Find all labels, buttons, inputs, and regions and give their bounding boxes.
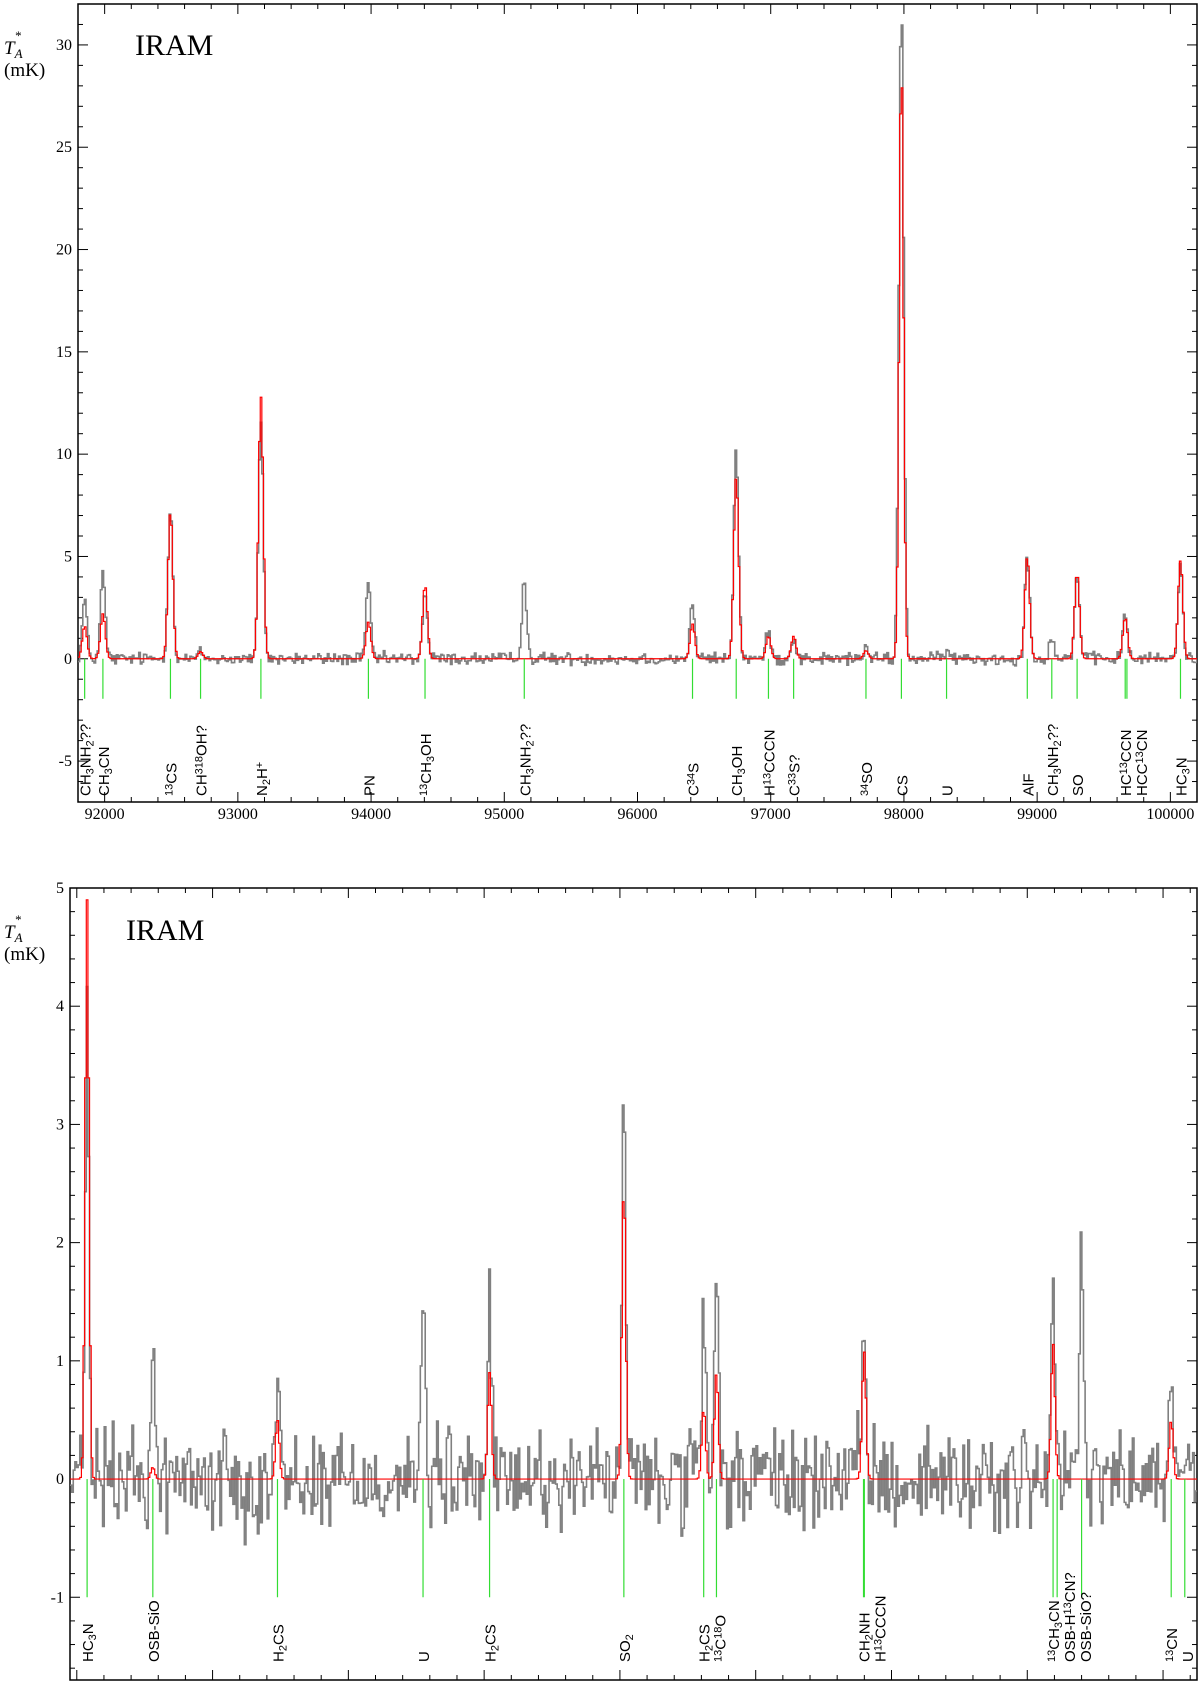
line-label: 13CH3OH xyxy=(418,733,437,796)
line-label: CH3NH2?? xyxy=(78,724,97,796)
line-label: SO2 xyxy=(617,1634,636,1662)
y-tick-label: 0 xyxy=(64,651,72,668)
line-label: CH3CN xyxy=(96,747,115,796)
y-tick-label: -5 xyxy=(59,753,72,770)
x-tick-label: 92000 xyxy=(85,806,125,823)
line-label: CH3NH2?? xyxy=(517,724,536,796)
line-label: HC3N xyxy=(1173,757,1192,796)
x-tick-label: 99000 xyxy=(1017,806,1057,823)
line-label: 13CS xyxy=(163,763,180,796)
y-tick-label: 4 xyxy=(56,998,64,1015)
line-label: H2CS xyxy=(270,1624,289,1662)
line-label: U xyxy=(1180,1651,1197,1662)
y-tick-label: 20 xyxy=(56,242,72,259)
panel-upper: 92000 93000 94000 95000 96000 97000 98000 99000… xyxy=(4,3,1198,823)
line-label: OSB-SiO? xyxy=(1078,1592,1095,1662)
y-tick-label: 15 xyxy=(56,344,72,361)
line-label: HCC13CN xyxy=(1134,730,1151,796)
line-label: H2CS xyxy=(483,1624,502,1662)
y-tick-label: 0 xyxy=(56,1471,64,1488)
line-label: CS xyxy=(894,775,911,796)
y-axis-label: TA* xyxy=(4,28,23,61)
line-label: H13CCCN xyxy=(761,730,778,796)
x-tick-label: 94000 xyxy=(351,806,391,823)
line-label: H2CS xyxy=(697,1624,716,1662)
plot-frame xyxy=(77,3,1198,803)
line-label: HC3N xyxy=(80,1623,99,1662)
line-label: CH3OH xyxy=(729,746,748,796)
line-label: N2H+ xyxy=(254,762,273,796)
line-label: OSB-SiO xyxy=(146,1600,163,1662)
line-label: HC13CCN xyxy=(1118,730,1135,796)
line-label: C34S xyxy=(685,763,702,796)
line-label: 13CH3CN xyxy=(1046,1600,1065,1662)
y-tick-label: 25 xyxy=(56,139,72,156)
x-tick-label: 100000 xyxy=(1146,806,1194,823)
y-tick-label: 3 xyxy=(56,1116,64,1133)
y-axis-unit: (mK) xyxy=(4,60,45,81)
x-tick-label: 97000 xyxy=(751,806,791,823)
y-tick-label: -1 xyxy=(51,1589,64,1606)
line-label: SO xyxy=(1070,774,1087,796)
y-axis-unit: (mK) xyxy=(4,944,45,965)
line-label: CH2NH xyxy=(857,1613,876,1662)
line-label: OSB-H13CN? xyxy=(1062,1572,1079,1662)
y-axis-label: TA* xyxy=(4,912,23,945)
line-label: 34SO xyxy=(859,762,876,796)
line-label: PN xyxy=(361,775,378,796)
x-tick-label: 98000 xyxy=(884,806,924,823)
line-label: U xyxy=(940,785,957,796)
y-tick-label: 2 xyxy=(56,1235,64,1252)
line-label: 13CN xyxy=(1164,1628,1181,1662)
x-tick-label: 95000 xyxy=(484,806,524,823)
telescope-label: IRAM xyxy=(126,914,204,947)
line-label: H13CCCN xyxy=(872,1596,889,1662)
plot-frame xyxy=(69,887,1198,1681)
line-label: 13C18O xyxy=(712,1615,729,1662)
y-tick-label: 1 xyxy=(56,1353,64,1370)
y-tick-label: 30 xyxy=(56,37,72,54)
x-tick-label: 96000 xyxy=(618,806,658,823)
x-tick-label: 93000 xyxy=(218,806,258,823)
line-label: CH3NH2?? xyxy=(1045,724,1064,796)
y-tick-label: 5 xyxy=(64,548,72,565)
observed-spectrum xyxy=(78,24,1197,667)
line-label: C33S? xyxy=(786,755,803,796)
telescope-label: IRAM xyxy=(135,29,213,62)
model-spectrum xyxy=(78,87,1197,660)
model-spectrum xyxy=(70,899,1197,1480)
observed-spectrum xyxy=(70,985,1197,1546)
line-label: CH318OH? xyxy=(193,725,210,796)
line-label: AlF xyxy=(1020,774,1037,797)
panel-lower: 1000001010001020001030001040001050001060… xyxy=(4,880,1198,1685)
line-label: U xyxy=(416,1651,433,1662)
y-tick-label: 10 xyxy=(56,446,72,463)
y-tick-label: 5 xyxy=(56,880,64,897)
